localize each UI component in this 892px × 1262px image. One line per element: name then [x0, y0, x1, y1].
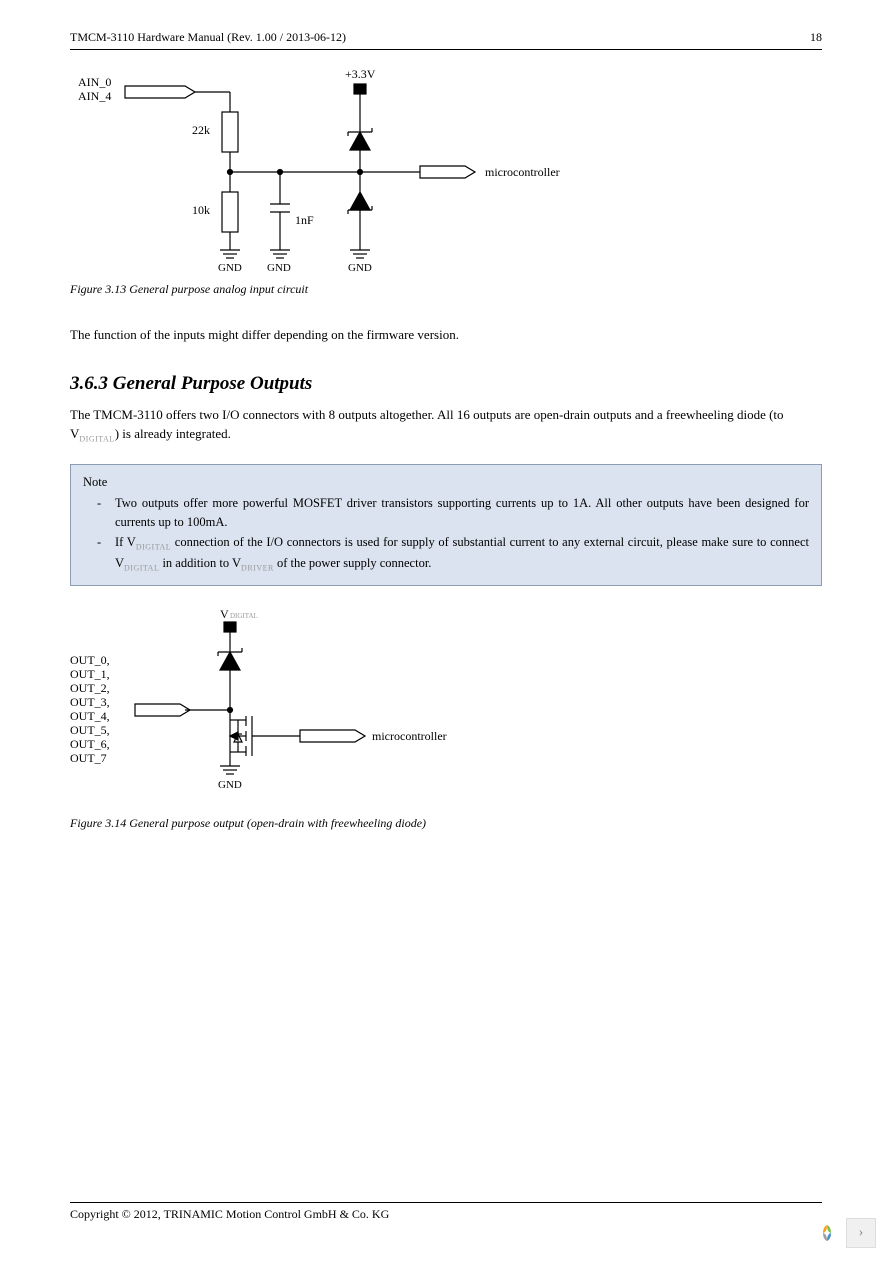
figure-3-13-caption: Figure 3.13 General purpose analog input… — [70, 282, 822, 297]
svg-text:V: V — [220, 608, 229, 621]
r1-label: 22k — [192, 123, 210, 137]
ain0-label: AIN_0 — [78, 75, 111, 89]
note-box: Note Two outputs offer more powerful MOS… — [70, 464, 822, 586]
section-3-6-3-heading: 3.6.3 General Purpose Outputs — [70, 373, 822, 395]
figure-3-14-caption: Figure 3.14 General purpose output (open… — [70, 816, 822, 831]
ain4-label: AIN_4 — [78, 89, 111, 103]
header-title: TMCM-3110 Hardware Manual (Rev. 1.00 / 2… — [70, 30, 346, 45]
gnd1-label: GND — [218, 262, 242, 274]
svg-text:OUT_4,: OUT_4, — [70, 709, 110, 723]
svg-text:DIGITAL: DIGITAL — [230, 612, 258, 620]
note-title: Note — [83, 473, 809, 492]
page-footer: Copyright © 2012, TRINAMIC Motion Contro… — [70, 1202, 822, 1222]
cap-label: 1nF — [295, 213, 314, 227]
header-page-number: 18 — [810, 30, 822, 45]
svg-text:OUT_2,: OUT_2, — [70, 681, 110, 695]
svg-text:GND: GND — [218, 779, 242, 791]
paragraph-outputs-intro: The TMCM-3110 offers two I/O connectors … — [70, 405, 822, 446]
copyright-text: Copyright © 2012, TRINAMIC Motion Contro… — [70, 1207, 389, 1221]
svg-text:OUT_6,: OUT_6, — [70, 737, 110, 751]
svg-text:OUT_1,: OUT_1, — [70, 667, 110, 681]
r2-label: 10k — [192, 203, 210, 217]
svg-text:OUT_7: OUT_7 — [70, 751, 107, 765]
next-page-button[interactable]: › — [846, 1218, 876, 1248]
vcc-label: +3.3V — [345, 67, 376, 81]
figure-3-14-circuit: OUT_0, OUT_1, OUT_2, OUT_3, OUT_4, OUT_5… — [70, 608, 822, 808]
gnd3-label: GND — [348, 262, 372, 274]
svg-text:microcontroller: microcontroller — [372, 729, 447, 743]
figure-3-13-circuit: AIN_0 AIN_4 22k 10k 1nF +3.3V GND GND GN… — [70, 64, 822, 274]
page-header: TMCM-3110 Hardware Manual (Rev. 1.00 / 2… — [70, 30, 822, 50]
brand-logo-icon — [812, 1218, 842, 1248]
svg-text:OUT_3,: OUT_3, — [70, 695, 110, 709]
gnd2-label: GND — [267, 262, 291, 274]
mcu-label: microcontroller — [485, 165, 560, 179]
note-item-2: If VDIGITAL connection of the I/O connec… — [97, 533, 809, 575]
svg-text:OUT_0,: OUT_0, — [70, 653, 110, 667]
chevron-right-icon: › — [859, 1225, 864, 1241]
note-item-1: Two outputs offer more powerful MOSFET d… — [97, 494, 809, 533]
paragraph-inputs-note: The function of the inputs might differ … — [70, 325, 822, 345]
svg-text:OUT_5,: OUT_5, — [70, 723, 110, 737]
